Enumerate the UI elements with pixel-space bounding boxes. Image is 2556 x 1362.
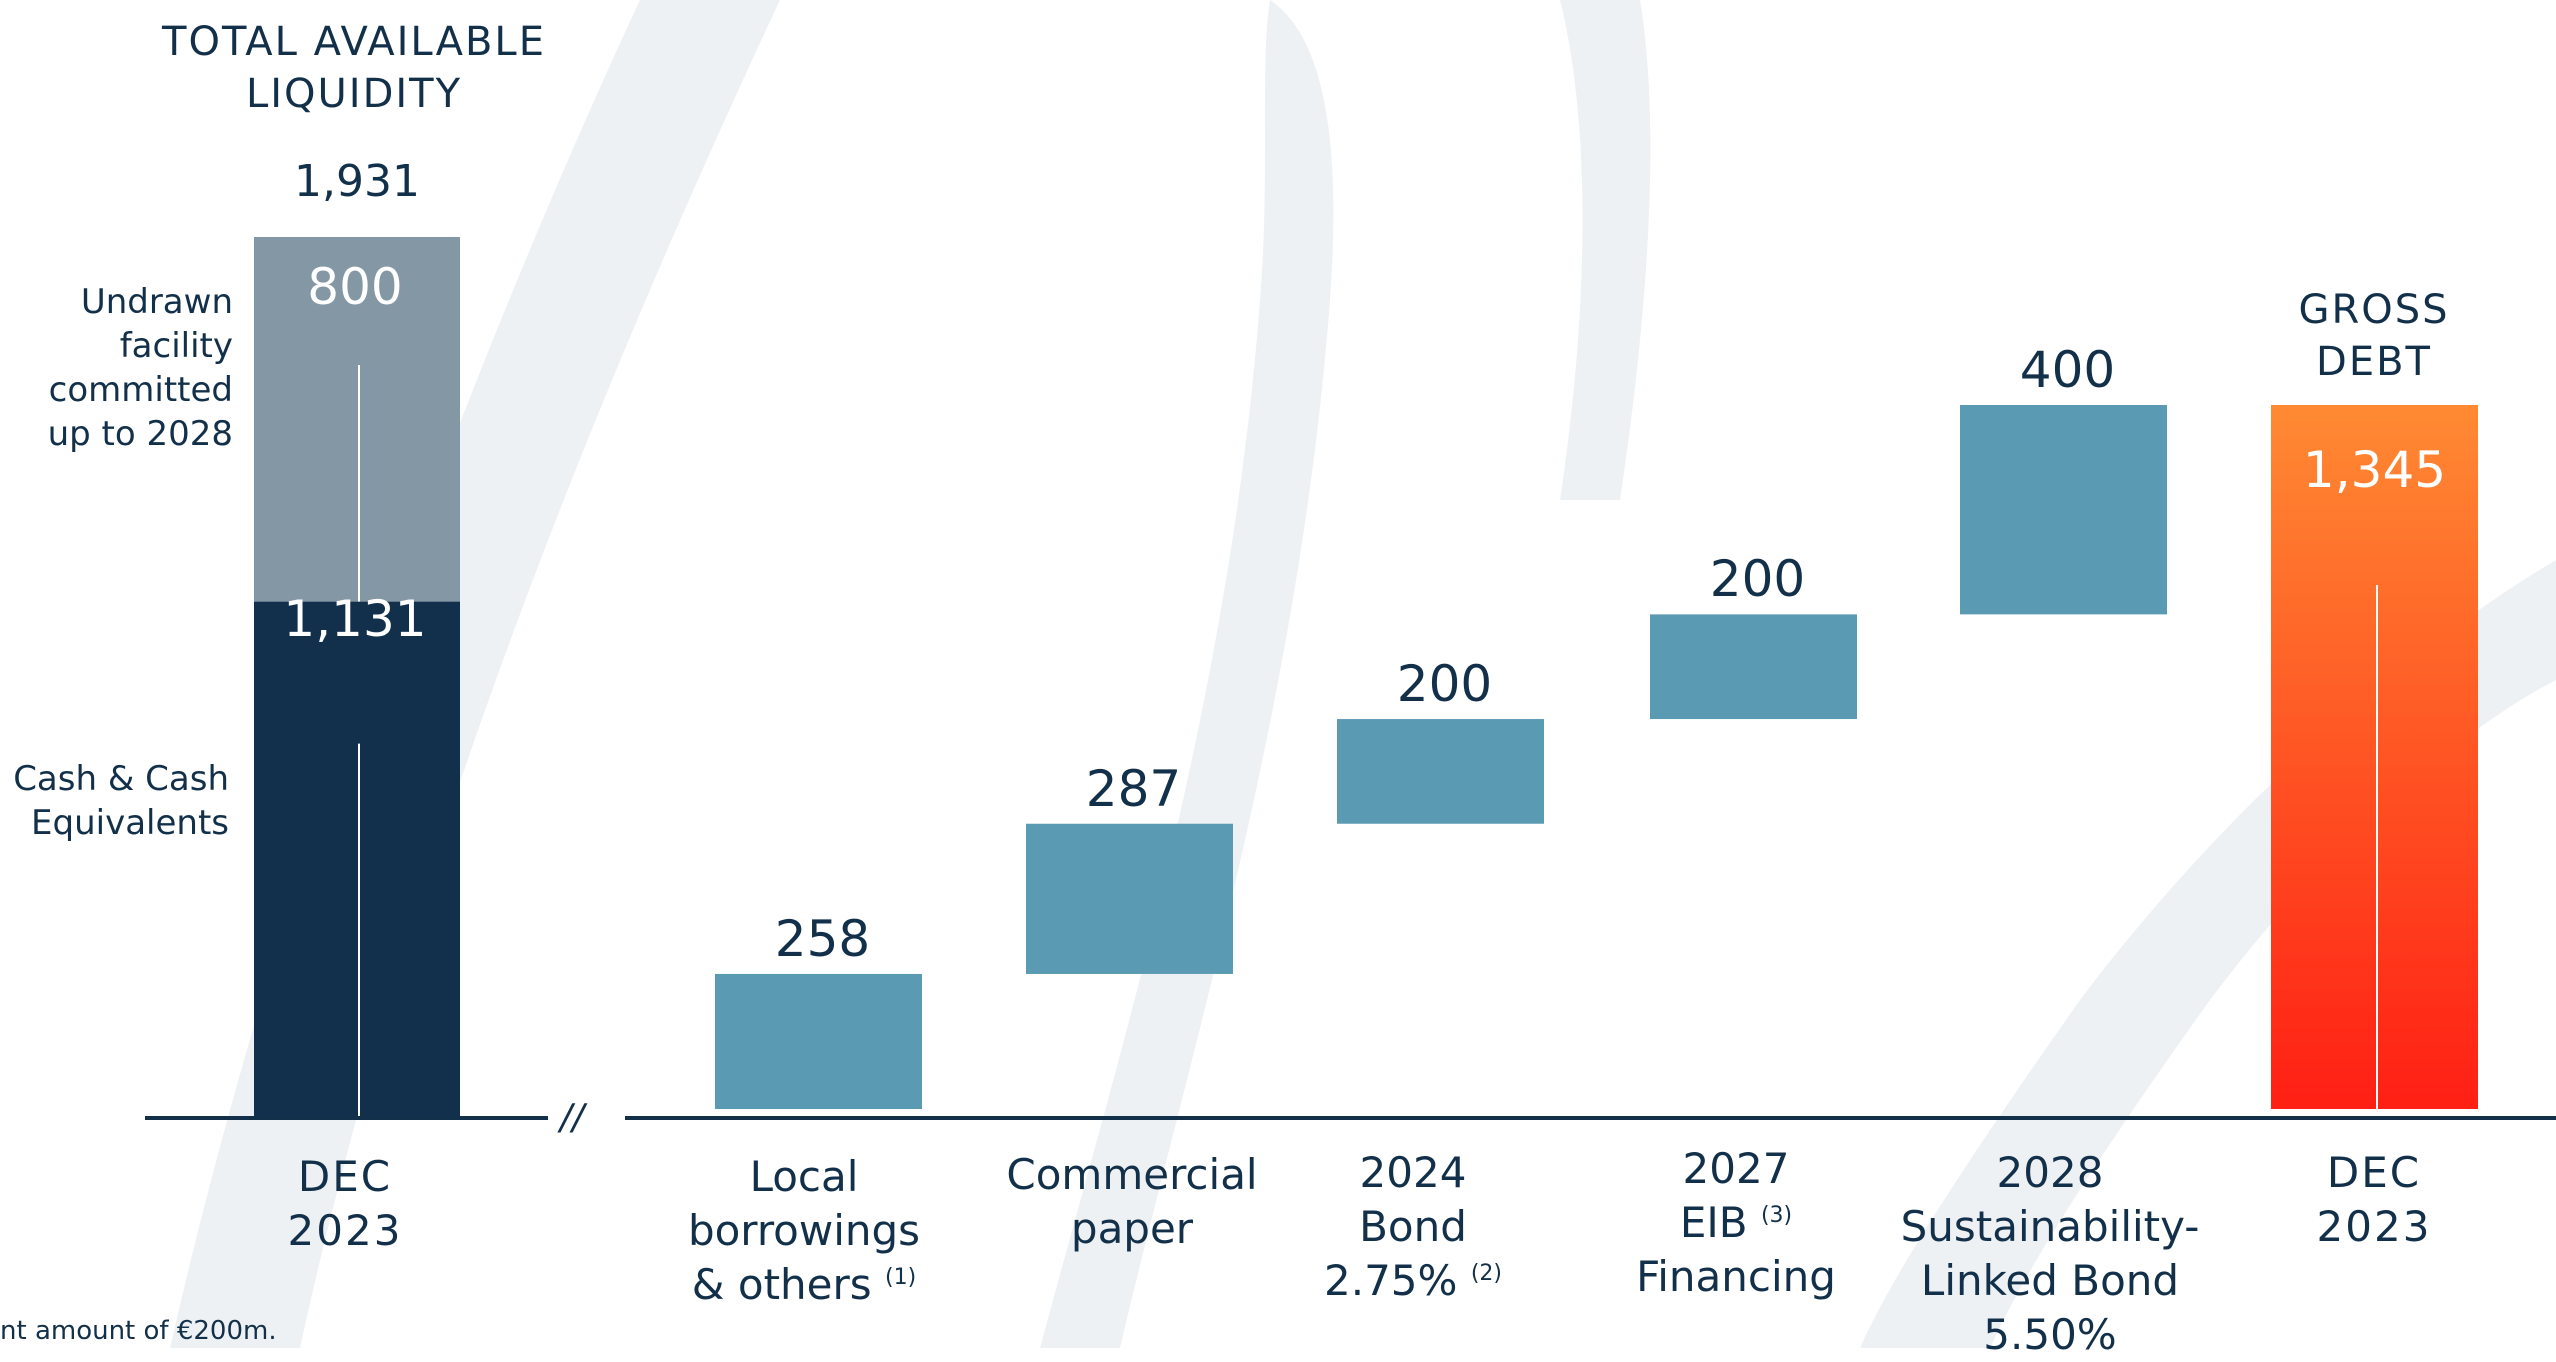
debt-bar (1650, 614, 1857, 720)
category-line: paper (1070, 1204, 1194, 1253)
footnote-ref: (1) (885, 1265, 917, 1290)
liquidity-title-line2: LIQUIDITY (245, 71, 463, 117)
undrawn-desc-line: facility (119, 326, 233, 366)
gross-debt-title: GROSS DEBT (2298, 284, 2449, 388)
period-line1: DEC (297, 1152, 393, 1201)
debt-value-label: 200 (1396, 655, 1493, 714)
undrawn-desc-line: Undrawn (80, 282, 233, 322)
liquidity-period-label: DEC 2023 (288, 1150, 403, 1258)
category-line: EIB (3) (1636, 1196, 1836, 1250)
footnote-ref: (3) (1760, 1203, 1793, 1228)
axis-break-mark: // (560, 1097, 585, 1138)
footnote-text: nt amount of €200m. (0, 1316, 277, 1346)
category-line: 5.50% (1983, 1310, 2117, 1359)
watermark-swoosh (1040, 0, 1334, 1348)
category-label-local-borrowings: Local borrowings & others (1) (688, 1150, 920, 1312)
debt-bar (1337, 719, 1544, 824)
debt-bar (1960, 405, 2167, 615)
category-line-text: 2.75% (1324, 1256, 1458, 1305)
period-line1: DEC (2326, 1148, 2422, 1197)
category-line: 2027 (1682, 1144, 1790, 1193)
category-label-2027-eib: 2027 EIB (3) Financing (1636, 1142, 1836, 1304)
category-line: Commercial (1006, 1150, 1258, 1199)
undrawn-value-label: 800 (307, 258, 403, 316)
period-line2: 2023 (2316, 1202, 2432, 1251)
cash-description: Cash & Cash Equivalents (13, 757, 229, 845)
debt-value-label: 200 (1709, 550, 1806, 609)
category-label-2024-bond: 2024 Bond 2.75% (2) (1324, 1146, 1502, 1308)
debt-value-label: 287 (1085, 759, 1182, 818)
category-line: Linked Bond (1920, 1256, 2180, 1305)
undrawn-description: Undrawn facility committed up to 2028 (48, 280, 233, 456)
undrawn-bar-segment (254, 237, 460, 602)
category-label-commercial-paper: Commercial paper (1006, 1148, 1257, 1256)
category-label-2028-slb: 2028 Sustainability- Linked Bond 5.50% (1901, 1146, 2200, 1362)
category-line: & others (1) (688, 1258, 920, 1312)
category-line: Sustainability- (1900, 1202, 2200, 1251)
category-line: 2028 (1996, 1148, 2104, 1197)
gross-title-line2: DEBT (2316, 339, 2432, 385)
debt-bar (1026, 823, 1233, 974)
debt-value-label: 258 (774, 909, 871, 968)
gross-debt-value-label: 1,345 (2302, 441, 2447, 499)
gross-debt-bar (2271, 405, 2478, 1109)
cash-desc-line: Cash & Cash (13, 759, 229, 799)
undrawn-desc-line: committed (48, 370, 233, 410)
category-line: 2.75% (2) (1324, 1254, 1502, 1308)
category-line-text: EIB (1679, 1198, 1748, 1247)
liquidity-total-label: 1,931 (294, 156, 420, 207)
liquidity-title-line1: TOTAL AVAILABLE (162, 19, 546, 65)
undrawn-desc-line: up to 2028 (47, 414, 233, 454)
gross-debt-period-label: DEC 2023 (2317, 1146, 2432, 1254)
debt-value-label: 400 (2019, 341, 2116, 399)
cash-desc-line: Equivalents (31, 803, 229, 843)
watermark-swoosh (1560, 0, 1651, 500)
category-line: Local (749, 1152, 859, 1201)
gross-title-line1: GROSS (2298, 287, 2450, 333)
category-line: Financing (1636, 1252, 1836, 1301)
cash-bar-segment (254, 601, 460, 1117)
debt-bar (715, 973, 922, 1109)
category-line: borrowings (687, 1206, 921, 1255)
category-line: 2024 (1359, 1148, 1467, 1197)
liquidity-title: TOTAL AVAILABLE LIQUIDITY (162, 16, 546, 120)
category-line-text: & others (691, 1260, 872, 1309)
category-line: Bond (1359, 1202, 1467, 1251)
period-line2: 2023 (287, 1206, 403, 1255)
footnote-ref: (2) (1470, 1261, 1502, 1286)
cash-value-label: 1,131 (283, 590, 427, 648)
